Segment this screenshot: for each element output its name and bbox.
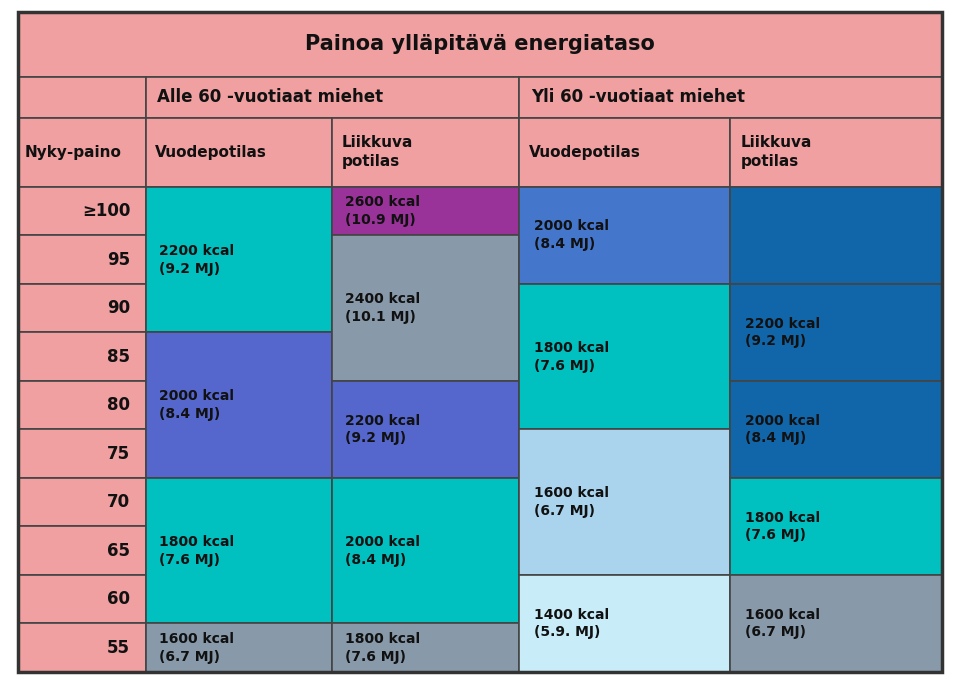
- Bar: [146, 624, 332, 672]
- Bar: [146, 187, 332, 332]
- Text: 85: 85: [108, 347, 131, 366]
- Bar: [18, 527, 146, 575]
- Text: 2000 kcal
(8.4 MJ): 2000 kcal (8.4 MJ): [158, 389, 233, 421]
- Bar: [332, 624, 518, 672]
- Bar: [332, 381, 518, 478]
- Bar: [18, 381, 146, 430]
- Bar: [731, 118, 942, 187]
- Text: 2000 kcal
(8.4 MJ): 2000 kcal (8.4 MJ): [346, 535, 420, 566]
- Text: 2200 kcal
(9.2 MJ): 2200 kcal (9.2 MJ): [158, 244, 233, 276]
- Bar: [731, 575, 942, 672]
- Bar: [18, 118, 146, 187]
- Bar: [146, 77, 518, 118]
- Text: 1800 kcal
(7.6 MJ): 1800 kcal (7.6 MJ): [158, 535, 233, 566]
- Text: Vuodepotilas: Vuodepotilas: [155, 145, 267, 160]
- Bar: [18, 478, 146, 527]
- Bar: [18, 235, 146, 284]
- Text: 70: 70: [108, 493, 131, 511]
- Text: 80: 80: [108, 396, 131, 415]
- Bar: [146, 118, 332, 187]
- Text: 1600 kcal
(6.7 MJ): 1600 kcal (6.7 MJ): [534, 486, 609, 518]
- Text: 2000 kcal
(8.4 MJ): 2000 kcal (8.4 MJ): [534, 220, 609, 251]
- Bar: [731, 187, 942, 284]
- Bar: [332, 118, 518, 187]
- Bar: [18, 332, 146, 381]
- Bar: [18, 430, 146, 478]
- Bar: [332, 235, 518, 381]
- Bar: [518, 118, 731, 187]
- Text: 75: 75: [108, 445, 131, 462]
- Bar: [332, 187, 518, 235]
- Bar: [518, 187, 731, 284]
- Text: 90: 90: [108, 299, 131, 317]
- Text: ≥100: ≥100: [82, 202, 131, 220]
- Text: 95: 95: [108, 250, 131, 269]
- Text: 1400 kcal
(5.9. MJ): 1400 kcal (5.9. MJ): [534, 607, 609, 640]
- Text: Nyky-paino: Nyky-paino: [24, 145, 121, 160]
- Bar: [18, 187, 146, 235]
- Text: 2200 kcal
(9.2 MJ): 2200 kcal (9.2 MJ): [745, 317, 821, 348]
- Bar: [18, 575, 146, 624]
- Text: 1600 kcal
(6.7 MJ): 1600 kcal (6.7 MJ): [158, 632, 233, 663]
- Text: 2200 kcal
(9.2 MJ): 2200 kcal (9.2 MJ): [346, 414, 420, 445]
- Text: Liikkuva
potilas: Liikkuva potilas: [741, 135, 812, 170]
- Text: 60: 60: [108, 590, 131, 608]
- Bar: [18, 77, 146, 118]
- Text: 1800 kcal
(7.6 MJ): 1800 kcal (7.6 MJ): [745, 510, 821, 542]
- Text: 55: 55: [108, 639, 131, 657]
- Text: Painoa ylläpitävä energiataso: Painoa ylläpitävä energiataso: [305, 34, 655, 54]
- Bar: [518, 430, 731, 575]
- Bar: [731, 478, 942, 575]
- Text: 2400 kcal
(10.1 MJ): 2400 kcal (10.1 MJ): [346, 292, 420, 324]
- Text: Yli 60 -vuotiaat miehet: Yli 60 -vuotiaat miehet: [532, 88, 746, 106]
- Text: 1800 kcal
(7.6 MJ): 1800 kcal (7.6 MJ): [534, 341, 609, 373]
- Bar: [731, 381, 942, 478]
- Bar: [146, 478, 332, 624]
- Bar: [146, 332, 332, 478]
- Text: 1600 kcal
(6.7 MJ): 1600 kcal (6.7 MJ): [745, 607, 820, 640]
- Text: 65: 65: [108, 542, 131, 560]
- Text: Liikkuva
potilas: Liikkuva potilas: [342, 135, 413, 170]
- Text: Alle 60 -vuotiaat miehet: Alle 60 -vuotiaat miehet: [156, 88, 383, 106]
- Bar: [18, 12, 942, 77]
- Text: Vuodepotilas: Vuodepotilas: [529, 145, 641, 160]
- Bar: [18, 284, 146, 332]
- Text: 2600 kcal
(10.9 MJ): 2600 kcal (10.9 MJ): [346, 195, 420, 227]
- Bar: [518, 575, 731, 672]
- Text: 2000 kcal
(8.4 MJ): 2000 kcal (8.4 MJ): [745, 414, 820, 445]
- Bar: [518, 77, 942, 118]
- Bar: [18, 624, 146, 672]
- Bar: [332, 478, 518, 624]
- Text: 1800 kcal
(7.6 MJ): 1800 kcal (7.6 MJ): [346, 632, 420, 663]
- Bar: [731, 284, 942, 381]
- Bar: [518, 284, 731, 430]
